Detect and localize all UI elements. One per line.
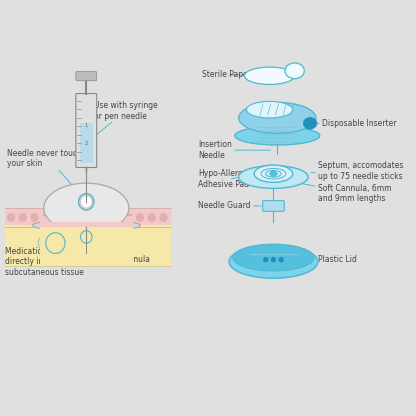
Ellipse shape xyxy=(239,102,316,134)
Circle shape xyxy=(272,258,275,262)
FancyBboxPatch shape xyxy=(80,123,93,163)
Circle shape xyxy=(102,214,108,221)
Circle shape xyxy=(125,214,132,221)
Circle shape xyxy=(271,171,276,177)
Text: Needle never touches
your skin: Needle never touches your skin xyxy=(7,149,91,200)
Circle shape xyxy=(82,197,91,207)
Ellipse shape xyxy=(239,166,308,188)
Ellipse shape xyxy=(229,245,318,278)
Circle shape xyxy=(279,258,283,262)
FancyBboxPatch shape xyxy=(5,225,171,266)
Ellipse shape xyxy=(254,165,293,182)
Ellipse shape xyxy=(44,183,129,233)
FancyBboxPatch shape xyxy=(76,72,97,81)
FancyBboxPatch shape xyxy=(76,94,97,168)
Text: Soft Cannula, 6mm
and 9mm lengths: Soft Cannula, 6mm and 9mm lengths xyxy=(292,182,391,203)
Text: Use with syringe
or pen needle: Use with syringe or pen needle xyxy=(92,101,158,138)
Circle shape xyxy=(160,214,167,221)
Text: Hypo-Allergenic
Adhesive Pad: Hypo-Allergenic Adhesive Pad xyxy=(198,169,259,189)
Text: Medication delivered
directly in to
subcutaneous tissue: Medication delivered directly in to subc… xyxy=(5,243,86,277)
Text: Soft cannula: Soft cannula xyxy=(89,240,150,264)
Circle shape xyxy=(31,214,38,221)
Circle shape xyxy=(19,214,26,221)
Ellipse shape xyxy=(246,102,293,118)
FancyBboxPatch shape xyxy=(40,227,133,266)
FancyBboxPatch shape xyxy=(5,208,171,227)
Ellipse shape xyxy=(303,117,317,129)
Circle shape xyxy=(66,214,73,221)
Circle shape xyxy=(54,214,62,221)
Text: 2: 2 xyxy=(85,141,88,146)
Circle shape xyxy=(113,214,120,221)
Circle shape xyxy=(264,258,267,262)
Ellipse shape xyxy=(38,232,73,255)
Text: Disposable Inserter: Disposable Inserter xyxy=(315,119,396,128)
FancyBboxPatch shape xyxy=(40,216,133,266)
Text: Plastic Lid: Plastic Lid xyxy=(311,255,357,264)
Circle shape xyxy=(79,193,94,210)
Circle shape xyxy=(136,214,144,221)
Circle shape xyxy=(89,214,97,221)
Circle shape xyxy=(148,214,155,221)
Text: Needle Guard: Needle Guard xyxy=(198,201,261,210)
Text: Septum, accomodates
up to 75 needle sticks: Septum, accomodates up to 75 needle stic… xyxy=(311,161,403,181)
Circle shape xyxy=(43,214,50,221)
Ellipse shape xyxy=(235,126,320,145)
Ellipse shape xyxy=(285,63,305,79)
Ellipse shape xyxy=(245,67,295,84)
Text: Insertion
Needle: Insertion Needle xyxy=(198,141,271,160)
Text: Sterile Paper: Sterile Paper xyxy=(202,70,251,79)
FancyBboxPatch shape xyxy=(262,201,284,211)
Circle shape xyxy=(7,214,15,221)
Circle shape xyxy=(78,214,85,221)
Ellipse shape xyxy=(32,220,140,231)
FancyBboxPatch shape xyxy=(40,223,133,266)
FancyBboxPatch shape xyxy=(40,226,133,266)
Ellipse shape xyxy=(233,244,314,271)
Ellipse shape xyxy=(44,183,129,233)
Text: 1: 1 xyxy=(85,123,88,128)
